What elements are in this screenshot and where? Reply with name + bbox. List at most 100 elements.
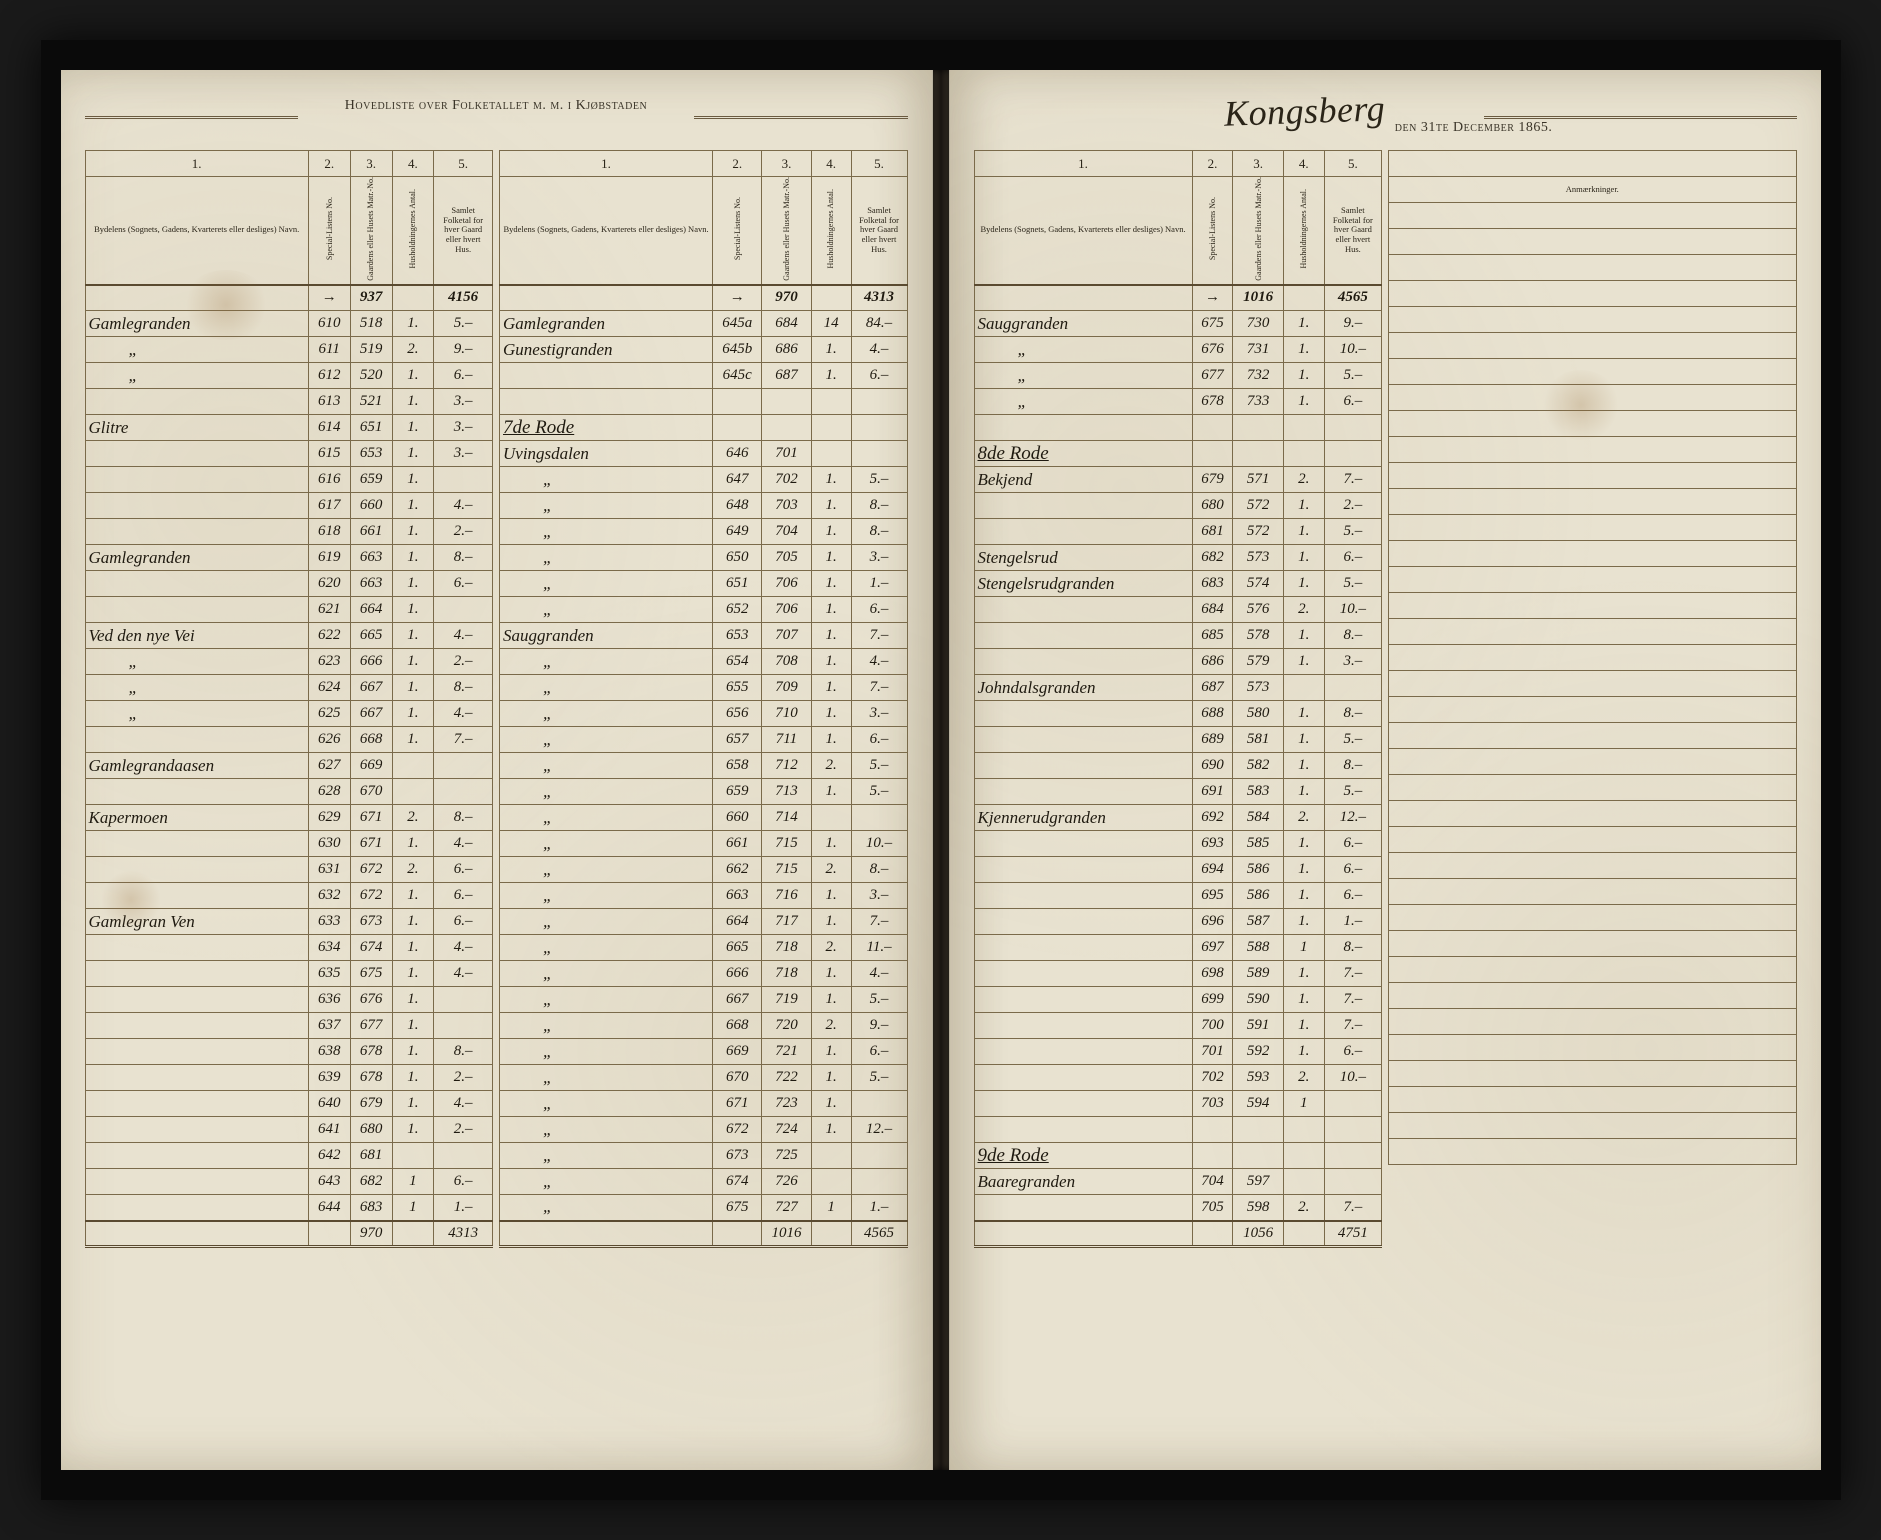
ledger-row: 632 672 1. 6.– xyxy=(85,883,493,909)
ledger-row: Gamlegranden 645a 684 14 84.– xyxy=(500,311,908,337)
ledger-row: 686 579 1. 3.– xyxy=(974,649,1382,675)
ledger-row: 618 661 1. 2.– xyxy=(85,519,493,545)
ledger-row: 698 589 1. 7.– xyxy=(974,961,1382,987)
ledger-row: „ 669 721 1. 6.– xyxy=(500,1039,908,1065)
ledger-row: Gamlegran Ven 633 673 1. 6.– xyxy=(85,909,493,935)
header-printed-right: den 31te December 1865. xyxy=(1395,120,1553,135)
ledger-row: „ 676 731 1. 10.– xyxy=(974,337,1382,363)
right-ledger-col-a: 1. 2. 3. 4. 5. Bydelens (Sognets, Gadens… xyxy=(974,150,1383,1248)
ledger-row: 680 572 1. 2.– xyxy=(974,493,1382,519)
ledger-row: 631 672 2. 6.– xyxy=(85,857,493,883)
ledger-row: Baaregranden 704 597 xyxy=(974,1169,1382,1195)
ledger-row: 699 590 1. 7.– xyxy=(974,987,1382,1013)
ledger-row: „ 670 722 1. 5.– xyxy=(500,1065,908,1091)
ledger-row: „ 623 666 1. 2.– xyxy=(85,649,493,675)
left-ledger: 1. 2. 3. 4. 5. Bydelens (Sognets, Gadens… xyxy=(85,150,908,1248)
ledger-row: 688 580 1. 8.– xyxy=(974,701,1382,727)
right-page: Kongsberg den 31te December 1865. 1. 2. … xyxy=(949,70,1821,1470)
ledger-row: „ 624 667 1. 8.– xyxy=(85,675,493,701)
ledger-row: 626 668 1. 7.– xyxy=(85,727,493,753)
ledger-row: 620 663 1. 6.– xyxy=(85,571,493,597)
ledger-row: „ 649 704 1. 8.– xyxy=(500,519,908,545)
ledger-row: 697 588 1 8.– xyxy=(974,935,1382,961)
ledger-row: „ 672 724 1. 12.– xyxy=(500,1117,908,1143)
ledger-row: 696 587 1. 1.– xyxy=(974,909,1382,935)
ledger-row: 639 678 1. 2.– xyxy=(85,1065,493,1091)
ledger-row: 643 682 1 6.– xyxy=(85,1169,493,1195)
header-printed-left: Hovedliste over Folketallet m. m. i Kjøb… xyxy=(345,98,647,113)
ledger-row: 642 681 xyxy=(85,1143,493,1169)
ledger-row: 9de Rode xyxy=(974,1143,1382,1169)
ledger-row: 615 653 1. 3.– xyxy=(85,441,493,467)
ledger-row: „ 660 714 xyxy=(500,805,908,831)
ledger-row: „ 674 726 xyxy=(500,1169,908,1195)
ledger-row: 634 674 1. 4.– xyxy=(85,935,493,961)
ledger-row: 630 671 1. 4.– xyxy=(85,831,493,857)
ledger-row: 702 593 2. 10.– xyxy=(974,1065,1382,1091)
ledger-row: Kjennerudgranden 692 584 2. 12.– xyxy=(974,805,1382,831)
ledger-row: 638 678 1. 8.– xyxy=(85,1039,493,1065)
ledger-row: „ 651 706 1. 1.– xyxy=(500,571,908,597)
ledger-row: „ 656 710 1. 3.– xyxy=(500,701,908,727)
ledger-row: 684 576 2. 10.– xyxy=(974,597,1382,623)
ledger-row xyxy=(974,1117,1382,1143)
ledger-row: 681 572 1. 5.– xyxy=(974,519,1382,545)
ledger-row: „ 659 713 1. 5.– xyxy=(500,779,908,805)
ledger-row: „ 668 720 2. 9.– xyxy=(500,1013,908,1039)
ledger-row: 701 592 1. 6.– xyxy=(974,1039,1382,1065)
ledger-row: „ 677 732 1. 5.– xyxy=(974,363,1382,389)
ledger-row: „ 665 718 2. 11.– xyxy=(500,935,908,961)
ledger-row: 705 598 2. 7.– xyxy=(974,1195,1382,1221)
ledger-row: „ 658 712 2. 5.– xyxy=(500,753,908,779)
ledger-row: Gamlegrandaasen 627 669 xyxy=(85,753,493,779)
ledger-row: 644 683 1 1.– xyxy=(85,1195,493,1221)
ledger-row: 640 679 1. 4.– xyxy=(85,1091,493,1117)
ledger-row: Gunestigranden 645b 686 1. 4.– xyxy=(500,337,908,363)
ledger-row: Sauggranden 675 730 1. 9.– xyxy=(974,311,1382,337)
ledger-row: Uvingsdalen 646 701 xyxy=(500,441,908,467)
ledger-row: 690 582 1. 8.– xyxy=(974,753,1382,779)
ledger-row: „ 661 715 1. 10.– xyxy=(500,831,908,857)
ledger-row xyxy=(974,415,1382,441)
ledger-row: 685 578 1. 8.– xyxy=(974,623,1382,649)
ledger-row: „ 678 733 1. 6.– xyxy=(974,389,1382,415)
ledger-row: „ 666 718 1. 4.– xyxy=(500,961,908,987)
book-spine xyxy=(933,70,949,1470)
ledger-row: 613 521 1. 3.– xyxy=(85,389,493,415)
ledger-row: Gamlegranden 610 518 1. 5.– xyxy=(85,311,493,337)
ledger-row: Ved den nye Vei 622 665 1. 4.– xyxy=(85,623,493,649)
ledger-row: 636 676 1. xyxy=(85,987,493,1013)
ledger-row: 645c 687 1. 6.– xyxy=(500,363,908,389)
left-page-header: Hovedliste over Folketallet m. m. i Kjøb… xyxy=(85,98,908,138)
ledger-row: 641 680 1. 2.– xyxy=(85,1117,493,1143)
ledger-row: 617 660 1. 4.– xyxy=(85,493,493,519)
ledger-row: 7de Rode xyxy=(500,415,908,441)
ledger-row: „ 663 716 1. 3.– xyxy=(500,883,908,909)
city-name-cursive: Kongsberg xyxy=(1223,87,1386,135)
ledger-row: „ 664 717 1. 7.– xyxy=(500,909,908,935)
ledger-row: 691 583 1. 5.– xyxy=(974,779,1382,805)
ledger-row: „ 625 667 1. 4.– xyxy=(85,701,493,727)
ledger-row: Stengelsrudgranden 683 574 1. 5.– xyxy=(974,571,1382,597)
ledger-row: 693 585 1. 6.– xyxy=(974,831,1382,857)
right-page-header: Kongsberg den 31te December 1865. xyxy=(974,98,1797,138)
ledger-row: 635 675 1. 4.– xyxy=(85,961,493,987)
ledger-row: „ 673 725 xyxy=(500,1143,908,1169)
ledger-row: Bekjend 679 571 2. 7.– xyxy=(974,467,1382,493)
ledger-book: Hovedliste over Folketallet m. m. i Kjøb… xyxy=(41,40,1841,1500)
ledger-row: 695 586 1. 6.– xyxy=(974,883,1382,909)
ledger-row: 621 664 1. xyxy=(85,597,493,623)
ledger-row: „ 671 723 1. xyxy=(500,1091,908,1117)
ledger-row: „ 662 715 2. 8.– xyxy=(500,857,908,883)
ledger-row: 628 670 xyxy=(85,779,493,805)
ledger-row: 689 581 1. 5.– xyxy=(974,727,1382,753)
ledger-row: „ 657 711 1. 6.– xyxy=(500,727,908,753)
ledger-row: „ 611 519 2. 9.– xyxy=(85,337,493,363)
ledger-row: 694 586 1. 6.– xyxy=(974,857,1382,883)
ledger-row: Kapermoen 629 671 2. 8.– xyxy=(85,805,493,831)
right-ledger-remarks: Anmærkninger. xyxy=(1388,150,1797,1248)
left-ledger-col-b: 1. 2. 3. 4. 5. Bydelens (Sognets, Gadens… xyxy=(499,150,908,1248)
left-page: Hovedliste over Folketallet m. m. i Kjøb… xyxy=(61,70,933,1470)
ledger-row: 703 594 1 xyxy=(974,1091,1382,1117)
ledger-row: Stengelsrud 682 573 1. 6.– xyxy=(974,545,1382,571)
